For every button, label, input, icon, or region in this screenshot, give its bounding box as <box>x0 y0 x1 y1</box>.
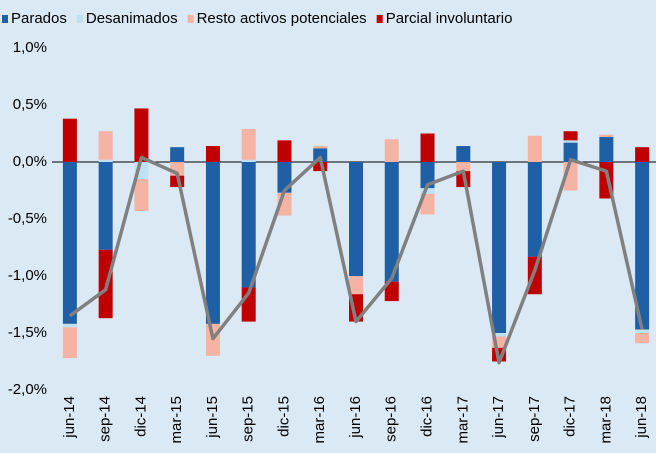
bar-segment <box>349 162 363 276</box>
legend-label: Resto activos potenciales <box>197 10 367 27</box>
bar-segment <box>98 131 113 160</box>
legend-swatch <box>76 15 83 23</box>
y-tick-label: 0,5% <box>13 96 47 113</box>
bar-segment <box>635 329 650 333</box>
bar-segment <box>313 162 328 172</box>
bar-segment <box>62 323 77 328</box>
legend-swatch <box>187 15 194 23</box>
bar-segment <box>563 140 578 143</box>
bar-segment <box>277 140 292 162</box>
x-tick-label: mar-17 <box>454 396 471 444</box>
bar-segment <box>62 118 77 162</box>
bar-segment <box>205 146 220 162</box>
bar-segment <box>527 135 542 162</box>
y-tick-label: -1,5% <box>8 324 47 341</box>
bar-segment <box>98 159 113 162</box>
x-tick-label: sep-15 <box>240 396 257 442</box>
bar-segment <box>492 333 507 337</box>
x-tick-label: jun-16 <box>347 396 364 439</box>
bar-segment <box>527 162 542 257</box>
bar-segment <box>170 147 185 162</box>
legend-label: Desanimados <box>86 10 178 27</box>
bar-segment <box>98 162 113 250</box>
bar-segment <box>384 281 399 302</box>
y-tick-label: 1,0% <box>13 39 47 56</box>
bar-segment <box>205 162 220 324</box>
x-tick-label: mar-16 <box>311 396 328 444</box>
x-tick-label: jun-17 <box>490 396 507 439</box>
bar-segment <box>384 139 399 162</box>
bar-segment <box>384 162 399 282</box>
x-tick-label: mar-18 <box>597 396 614 444</box>
bar-segment <box>241 128 256 160</box>
x-tick-label: sep-17 <box>526 396 543 442</box>
bar-segment <box>313 146 328 149</box>
bar-segment <box>527 256 542 295</box>
bar-segment <box>456 146 471 162</box>
x-tick-label: sep-16 <box>383 396 400 442</box>
bar-segment <box>420 188 435 194</box>
bar-segment <box>134 179 149 212</box>
bar-segment <box>62 162 77 324</box>
x-tick-label: dic-14 <box>132 396 149 437</box>
bar-segment <box>492 336 507 348</box>
bar-segment <box>563 142 578 162</box>
bar-segment <box>420 193 435 215</box>
y-tick-label: 0,0% <box>13 153 47 170</box>
bar-segment <box>563 131 578 141</box>
y-tick-label: -2,0% <box>8 381 47 398</box>
bar-segment <box>456 162 471 172</box>
bar-segment <box>62 327 77 359</box>
x-tick-label: sep-14 <box>97 396 114 442</box>
y-tick-label: -0,5% <box>8 210 47 227</box>
legend-swatch <box>2 15 8 23</box>
legend-label: Parados <box>11 10 67 27</box>
bar-segment <box>349 276 363 295</box>
x-tick-label: dic-16 <box>418 396 435 437</box>
bar-segment <box>492 162 507 333</box>
y-tick-label: -1,0% <box>8 267 47 284</box>
bar-segment <box>635 162 650 330</box>
x-tick-label: jun-18 <box>633 396 650 439</box>
x-tick-label: dic-17 <box>562 396 579 437</box>
x-tick-label: mar-15 <box>168 396 185 444</box>
bar-segment <box>134 108 149 162</box>
legend-swatch <box>376 15 383 23</box>
x-tick-label: jun-14 <box>61 396 78 439</box>
x-tick-label: dic-15 <box>275 396 292 437</box>
bar-segment <box>599 134 614 137</box>
legend-label: Parcial involuntario <box>386 10 513 27</box>
bar-segment <box>635 147 650 162</box>
total-line <box>68 155 644 365</box>
bar-segment <box>599 136 614 162</box>
bar-segment <box>241 159 256 162</box>
bar-segment <box>241 162 256 288</box>
bar-segment <box>420 133 435 162</box>
bar-segment <box>635 333 650 344</box>
x-tick-label: jun-15 <box>204 396 221 439</box>
